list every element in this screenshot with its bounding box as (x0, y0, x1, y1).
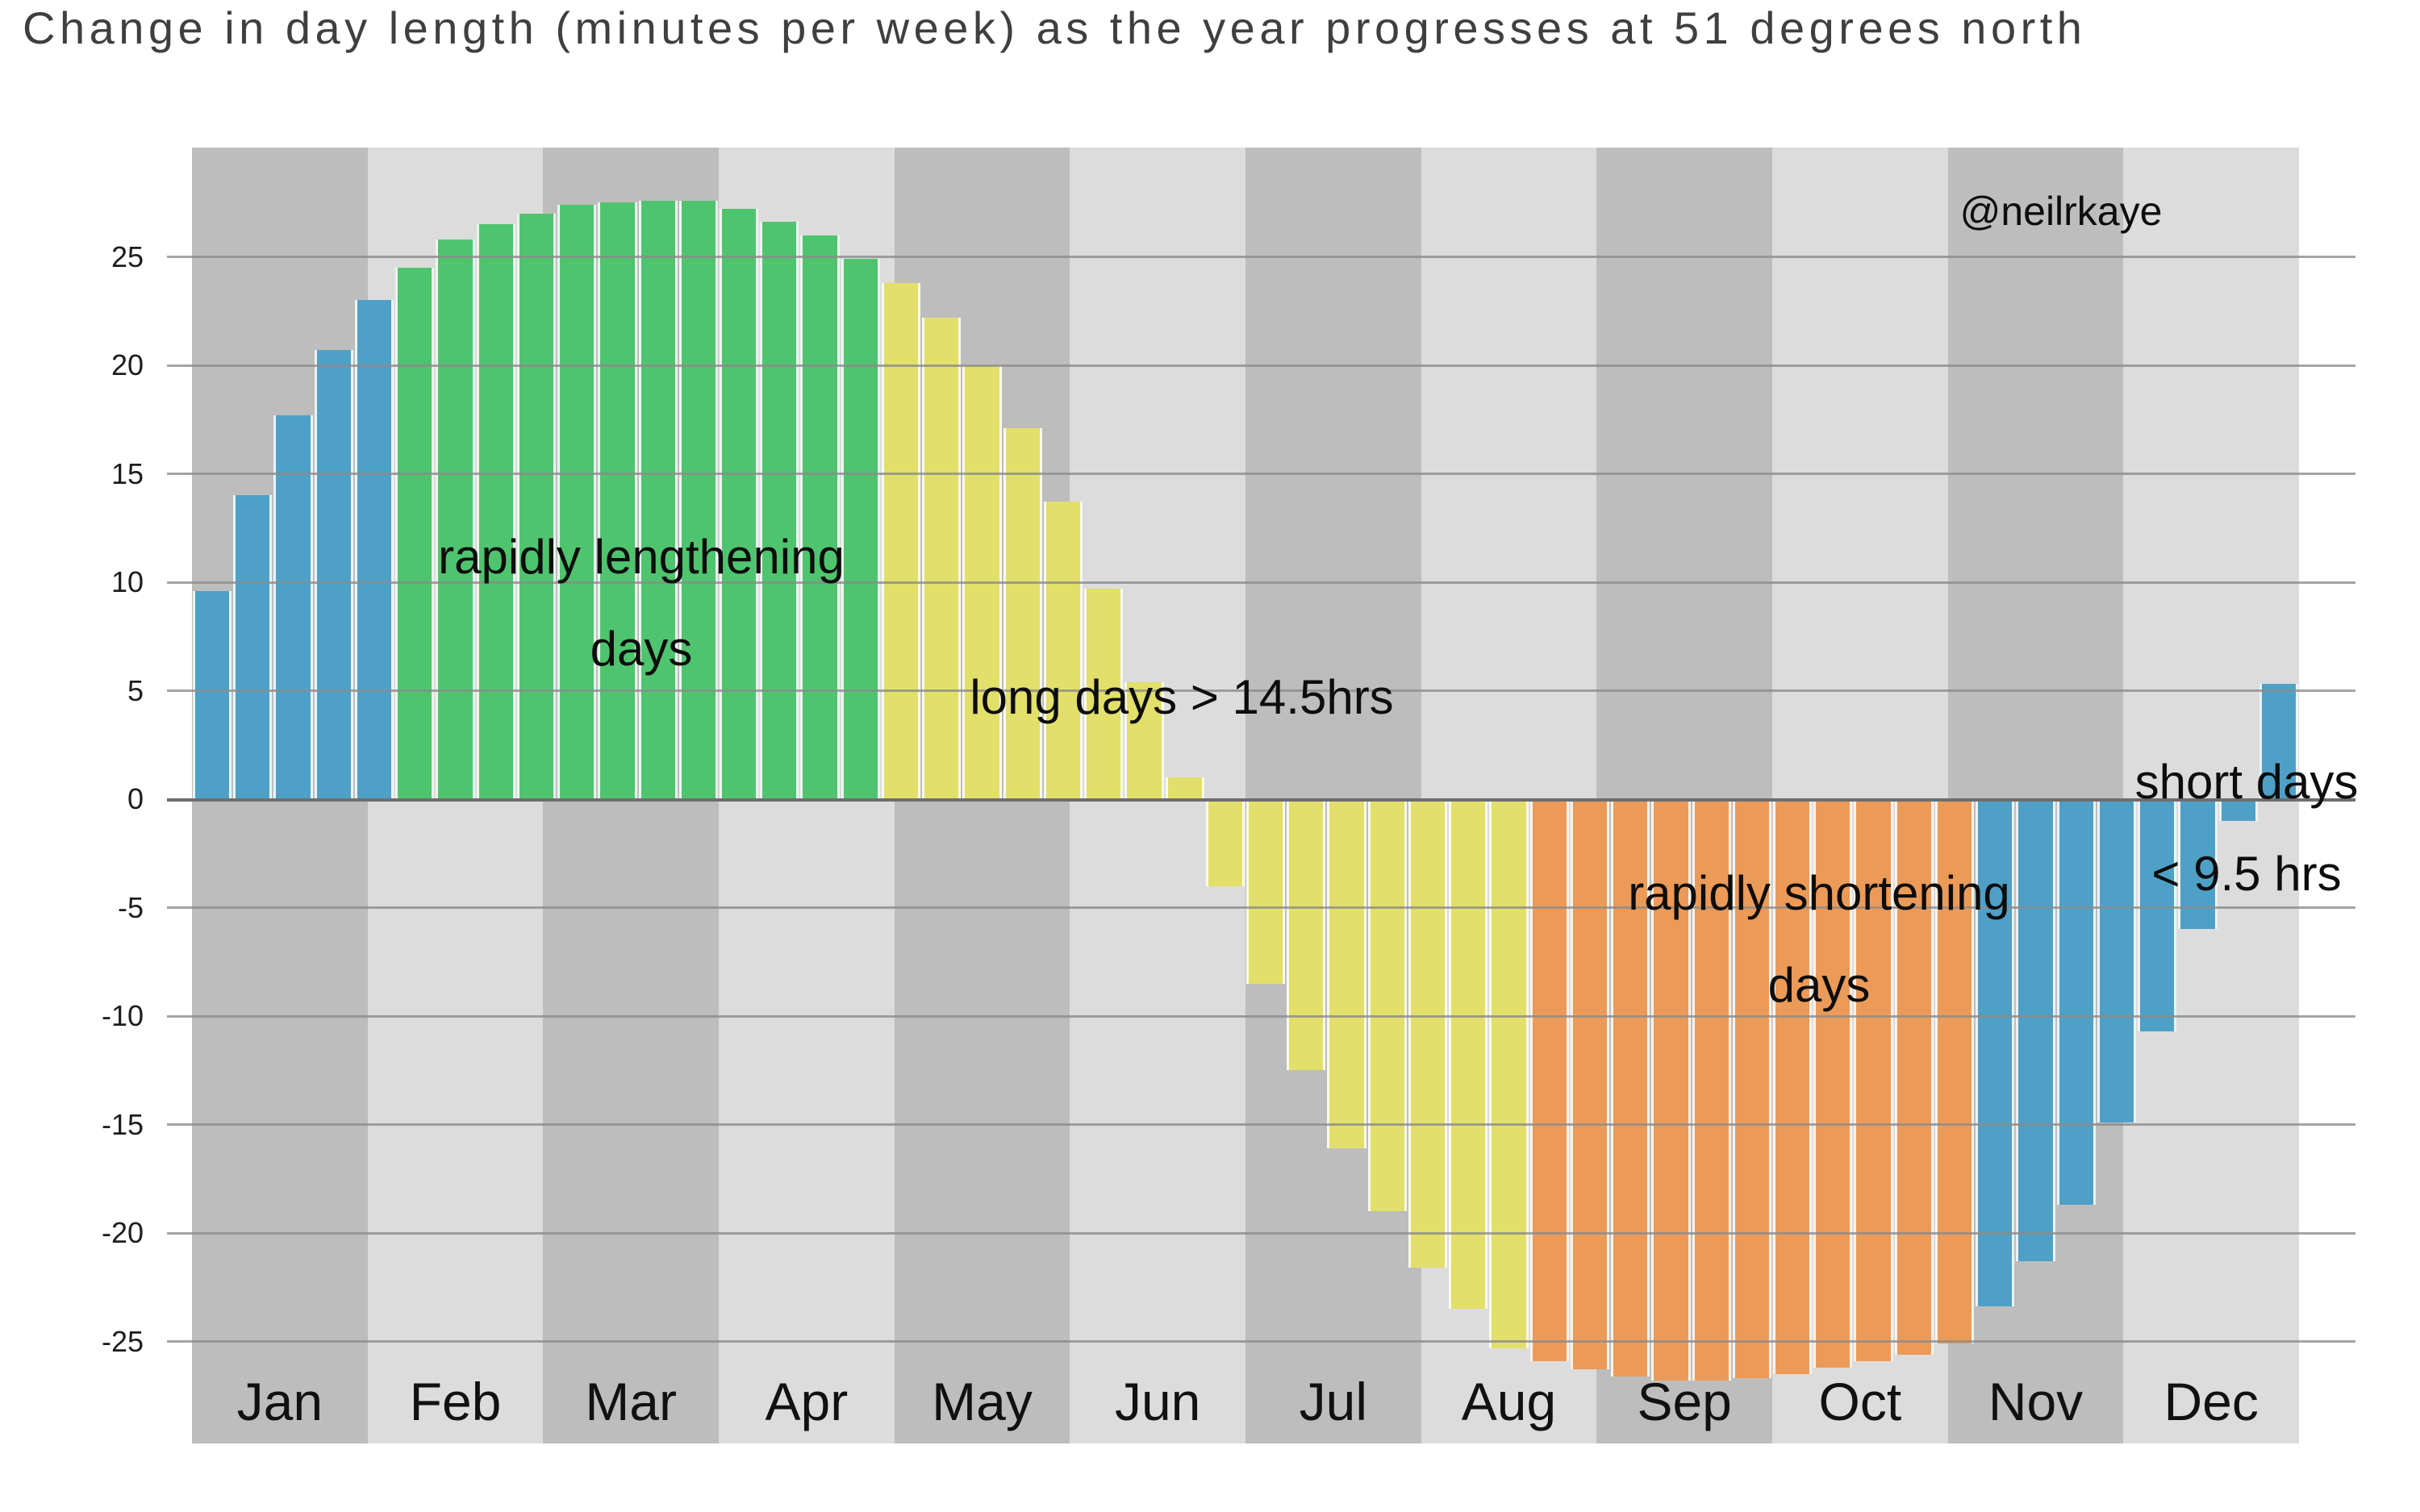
bar-week-13 (678, 200, 718, 799)
bar-week-6 (395, 267, 435, 799)
bar-week-10 (557, 204, 597, 799)
gridline-y--25 (167, 1340, 2355, 1343)
annotation-rapidly-shortening-days: rapidly shortening days (1628, 866, 2010, 1012)
bar-week-21 (1003, 428, 1042, 799)
page-title: Change in day length (minutes per week) … (23, 2, 2087, 53)
month-label-nov: Nov (1988, 1372, 2084, 1431)
bar-week-34 (1529, 799, 1569, 1361)
bar-week-17 (841, 259, 880, 799)
bar-week-2 (233, 495, 273, 799)
month-label-mar: Mar (585, 1372, 677, 1431)
gridline-y-20 (167, 364, 2355, 367)
bar-week-23 (1084, 589, 1124, 799)
bar-week-15 (760, 222, 799, 799)
month-label-aug: Aug (1461, 1372, 1557, 1431)
y-tick-label--25: -25 (101, 1324, 144, 1358)
bar-week-25 (1165, 777, 1204, 799)
bar-week-18 (881, 282, 921, 799)
bar-week-9 (516, 213, 557, 799)
bar-week-46 (2016, 799, 2055, 1261)
bar-week-36 (1611, 799, 1650, 1377)
month-label-apr: Apr (765, 1372, 849, 1431)
month-label-oct: Oct (1818, 1372, 1902, 1431)
bar-week-41 (1813, 799, 1853, 1368)
month-label-jun: Jun (1114, 1372, 1201, 1431)
month-label-feb: Feb (409, 1372, 502, 1431)
bar-week-42 (1854, 799, 1893, 1361)
y-tick-label--15: -15 (101, 1107, 144, 1141)
bar-week-30 (1367, 799, 1407, 1212)
bar-week-22 (1043, 502, 1083, 799)
month-label-sep: Sep (1637, 1372, 1732, 1431)
month-label-may: May (932, 1372, 1033, 1431)
bar-week-7 (436, 239, 475, 799)
bar-week-32 (1449, 799, 1488, 1310)
bar-week-31 (1408, 799, 1448, 1268)
bar-week-27 (1246, 799, 1286, 984)
zero-gridline (167, 798, 2355, 802)
bar-week-51 (2218, 799, 2258, 821)
bar-week-8 (476, 224, 515, 799)
month-band-jul (1245, 148, 1421, 1443)
bar-week-37 (1651, 799, 1691, 1381)
y-tick-label-10: 10 (111, 565, 144, 598)
bar-week-48 (2097, 799, 2137, 1123)
bar-week-44 (1934, 799, 1975, 1344)
y-tick-label--10: -10 (101, 999, 144, 1032)
bar-week-43 (1894, 799, 1934, 1355)
bar-week-33 (1489, 799, 1529, 1348)
y-tick-label-15: 15 (111, 456, 144, 490)
month-label-jan: Jan (236, 1372, 323, 1431)
y-tick-label--5: -5 (117, 890, 144, 924)
bar-week-52 (2259, 684, 2298, 799)
gridline-y-10 (167, 581, 2355, 584)
gridline-y--20 (167, 1231, 2355, 1235)
bar-week-38 (1692, 799, 1731, 1381)
bar-week-40 (1773, 799, 1813, 1374)
bar-week-14 (720, 209, 759, 799)
bar-week-11 (598, 202, 637, 799)
bar-week-47 (2056, 799, 2096, 1206)
bar-week-39 (1732, 799, 1771, 1379)
month-label-jul: Jul (1299, 1372, 1368, 1431)
bar-week-12 (638, 200, 678, 799)
annotation-long-days: long days > 14.5hrs (970, 670, 1394, 724)
gridline-y-25 (167, 256, 2355, 258)
bar-week-28 (1287, 799, 1326, 1071)
bar-week-45 (1976, 799, 2015, 1307)
bar-week-3 (273, 414, 313, 799)
bar-week-4 (314, 350, 353, 799)
attribution-handle: @neilrkaye (1959, 189, 2163, 234)
y-tick-label--20: -20 (101, 1216, 144, 1249)
bar-week-49 (2138, 799, 2177, 1031)
annotation-rapidly-lengthening-days: rapidly lengthening days (438, 530, 845, 676)
gridline-y--10 (167, 1014, 2355, 1018)
bar-week-5 (354, 300, 394, 799)
y-tick-label-25: 25 (111, 240, 144, 273)
bar-week-19 (922, 317, 962, 799)
annotation-short-days: short days < 9.5 hrs (2134, 755, 2359, 901)
gridline-y-15 (167, 473, 2355, 475)
bar-week-24 (1124, 681, 1164, 799)
y-tick-label-20: 20 (111, 348, 144, 381)
month-label-dec: Dec (2163, 1372, 2259, 1431)
bar-week-26 (1205, 799, 1245, 886)
bar-week-16 (800, 235, 840, 799)
gridline-y--5 (167, 906, 2355, 909)
bar-week-29 (1327, 799, 1366, 1149)
gridline-y--15 (167, 1123, 2355, 1126)
bar-week-1 (193, 590, 232, 799)
y-tick-label-5: 5 (127, 673, 144, 707)
y-tick-label-0: 0 (127, 782, 144, 815)
bar-week-35 (1570, 799, 1610, 1370)
gridline-y-5 (167, 689, 2355, 692)
